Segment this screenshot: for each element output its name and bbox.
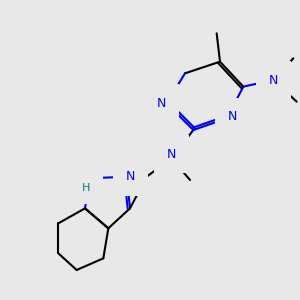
Text: N: N xyxy=(81,172,91,185)
Text: N: N xyxy=(268,74,278,86)
Text: H: H xyxy=(82,183,90,193)
Text: N: N xyxy=(167,148,176,161)
Text: N: N xyxy=(227,110,237,123)
Text: N: N xyxy=(157,97,166,110)
Text: N: N xyxy=(126,170,135,183)
